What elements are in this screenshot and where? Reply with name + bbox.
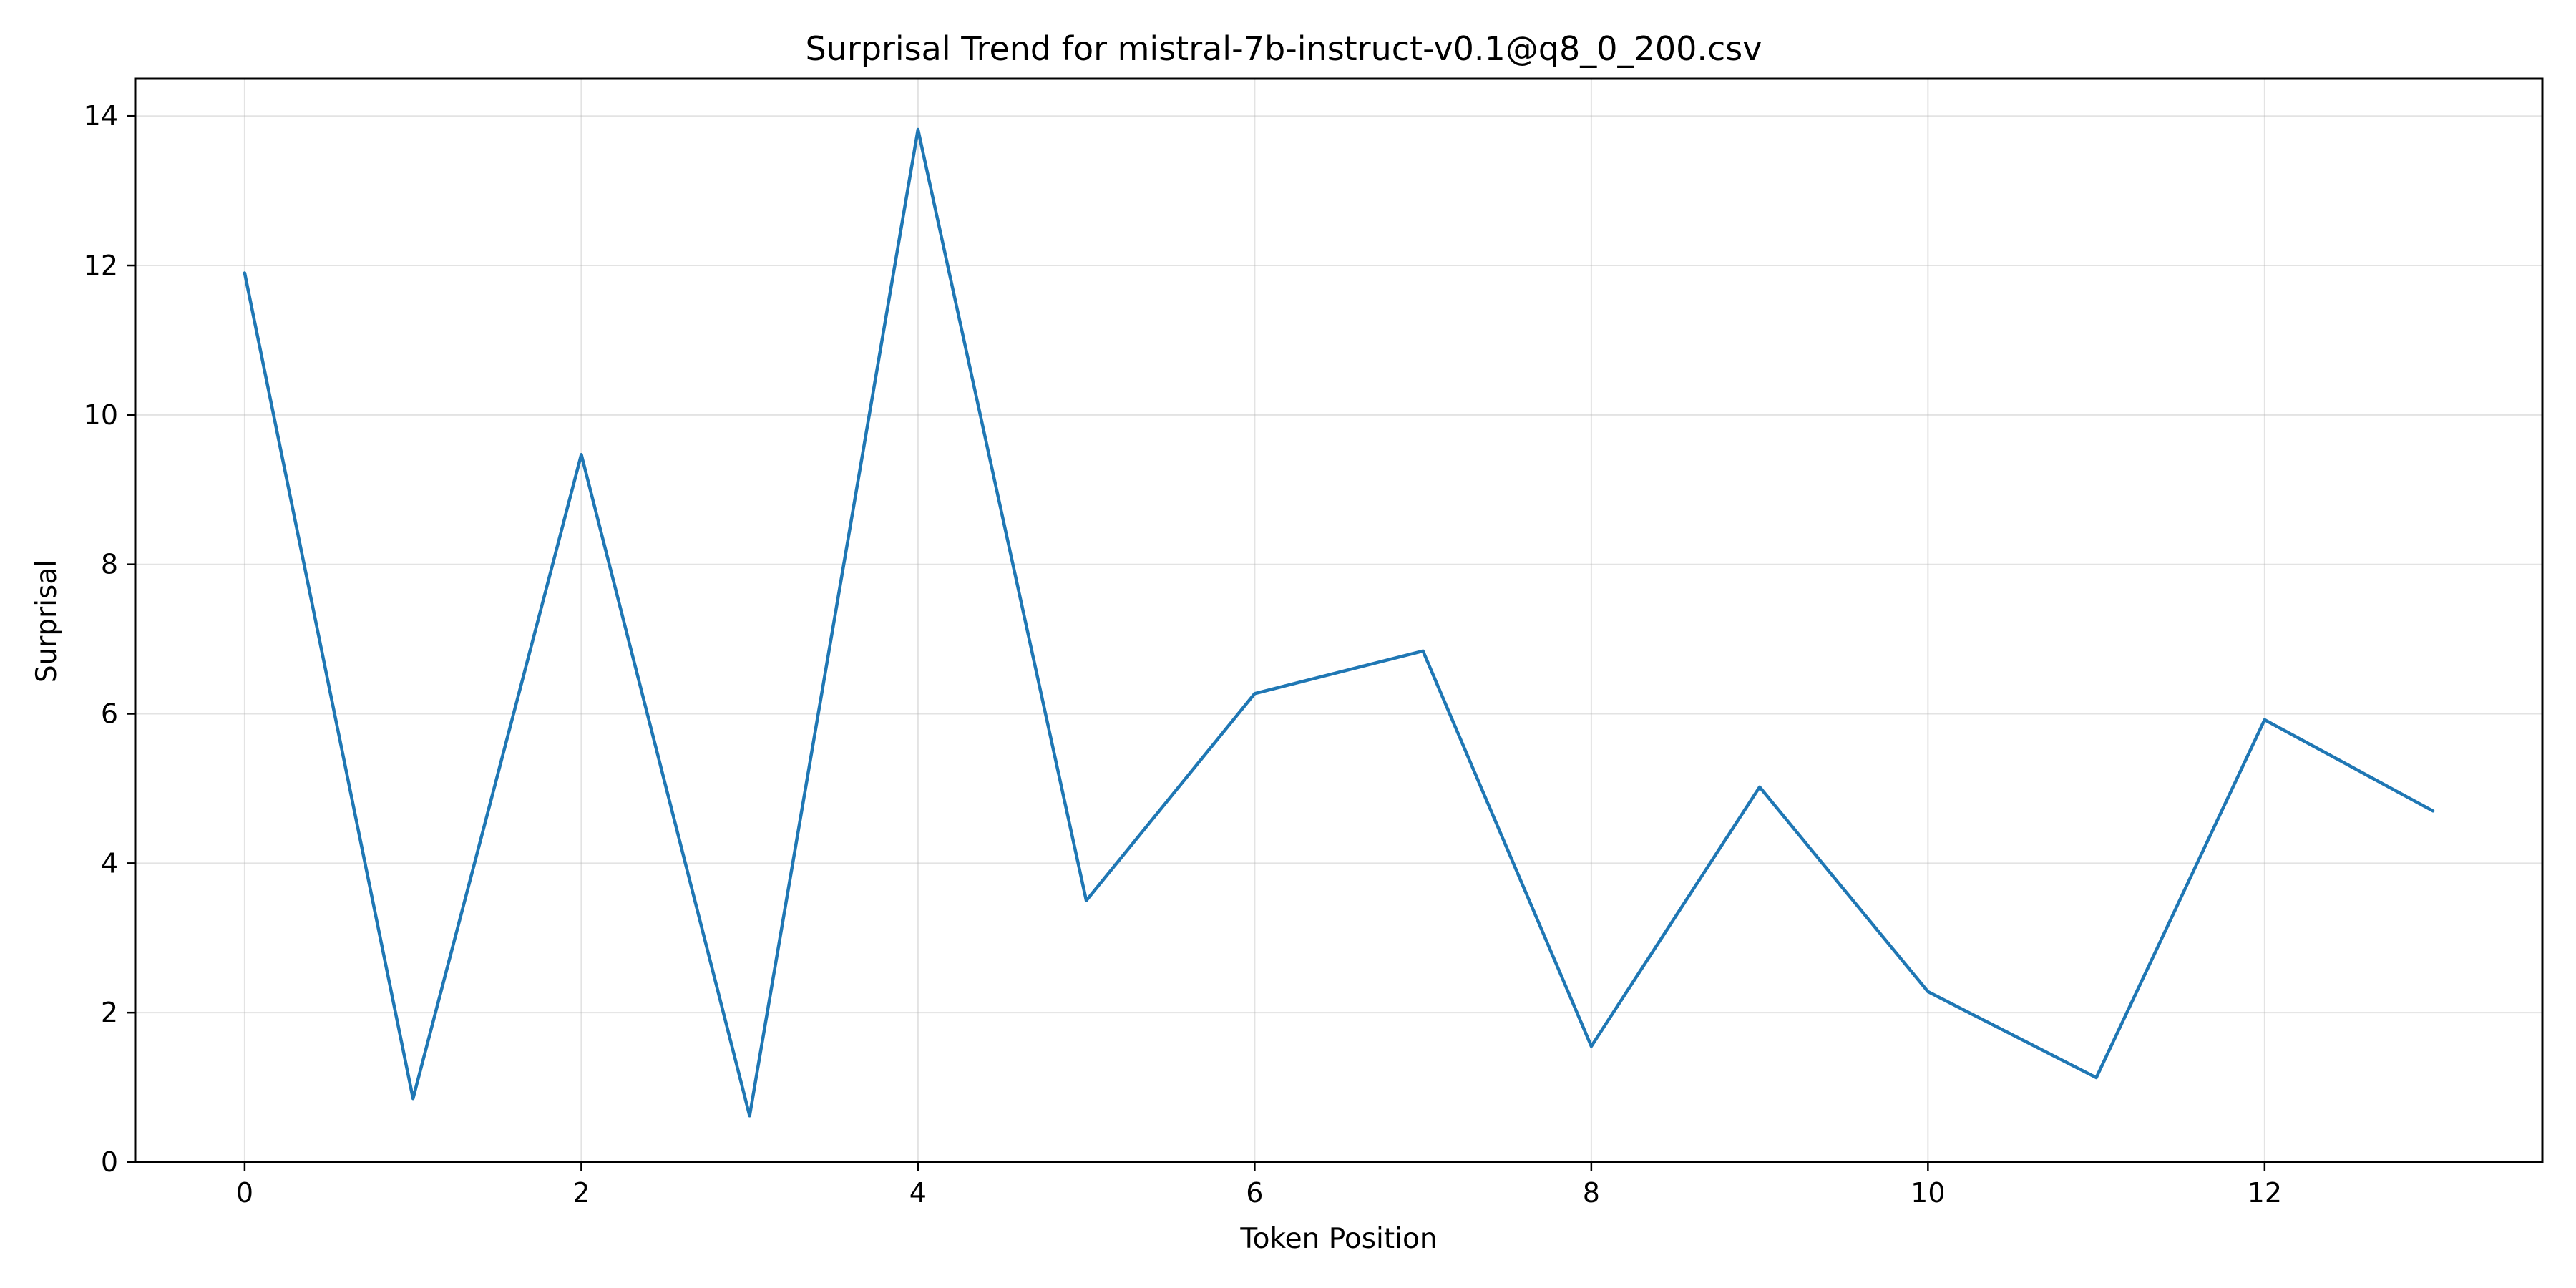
series-line [243,127,2435,1118]
x-tick-label: 10 [1911,1177,1945,1209]
y-tick-label: 6 [101,698,118,730]
grid-lines [135,79,2542,1163]
y-axis-label: Surprisal [31,560,63,683]
y-tick-label: 10 [84,399,118,431]
x-tick-label: 4 [909,1177,927,1209]
x-axis-label: Token Position [1239,1223,1437,1255]
y-tick-label: 12 [84,250,118,281]
chart-title: Surprisal Trend for mistral-7b-instruct-… [806,29,1762,68]
x-tick-label: 8 [1583,1177,1600,1209]
x-tick-label: 6 [1246,1177,1263,1209]
y-tick-label: 2 [101,997,118,1028]
series-layer [243,127,2435,1118]
y-tick-label: 8 [101,549,118,580]
plot-area-frame [134,77,2544,1163]
x-tick-label: 2 [572,1177,590,1209]
y-tick-label: 14 [84,100,118,132]
y-tick-label: 0 [101,1146,118,1178]
x-tick-label: 0 [236,1177,253,1209]
axes: 0 2 4 6 8 10 12 0 2 4 6 8 10 12 14 [84,100,2282,1209]
y-tick-label: 4 [101,847,118,879]
x-tick-label: 12 [2248,1177,2282,1209]
